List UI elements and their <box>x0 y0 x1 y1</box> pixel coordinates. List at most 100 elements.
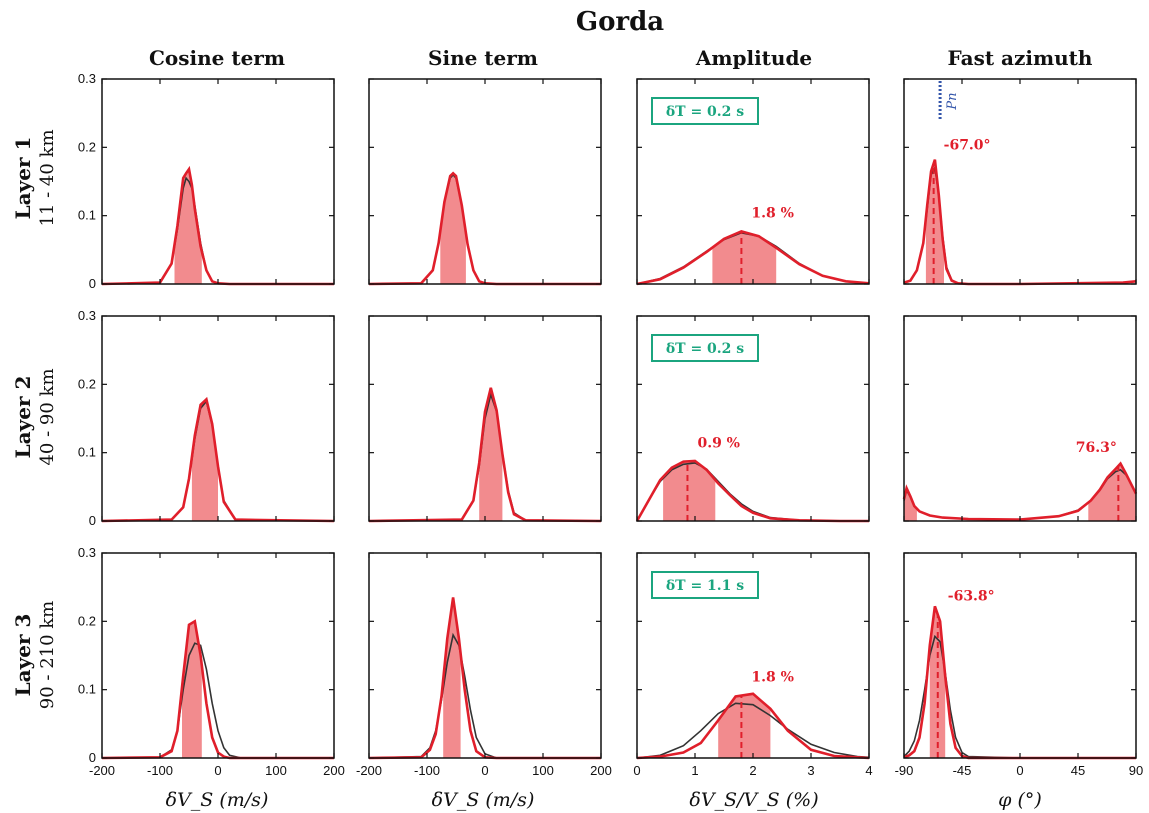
x-tick-label: 2 <box>749 763 756 778</box>
column-title-sine: Sine term <box>428 46 538 70</box>
y-tick-label: 0 <box>89 750 96 765</box>
panel-1-2: 0.9 % δT = 0.2 s <box>635 315 870 523</box>
credible-interval-fill <box>440 173 466 284</box>
credible-interval-fill <box>663 460 716 521</box>
column-title-fast-azimuth: Fast azimuth <box>948 46 1093 70</box>
row-depth-layer-3: 90 - 210 km <box>37 601 58 709</box>
prior-distribution-line <box>101 176 334 285</box>
posterior-distribution-line <box>636 230 870 286</box>
panel-1-0: 0 0.1 0.2 0.3 <box>78 308 335 528</box>
panel-2-3: -63.8° -90 -45 0 45 90 <box>895 552 1143 778</box>
y-tick-label: 0 <box>89 276 96 291</box>
x-tick-label: -200 <box>356 763 382 778</box>
x-tick-label: 100 <box>265 763 287 778</box>
y-tick-label: 0.2 <box>78 376 96 391</box>
credible-interval-fill <box>712 231 777 284</box>
prior-distribution-line <box>636 702 870 759</box>
x-tick-label: 0 <box>481 763 488 778</box>
delay-time-label: δT = 0.2 s <box>666 341 744 357</box>
y-tick-label: 0.1 <box>78 208 96 223</box>
delay-time-label: δT = 1.1 s <box>666 578 744 594</box>
peak-annotation: 1.8 % <box>751 205 794 221</box>
x-tick-label: 4 <box>865 763 872 778</box>
panel-0-1 <box>368 78 602 286</box>
axes-frame <box>368 552 602 759</box>
credible-interval-fill <box>1088 463 1136 521</box>
peak-annotation: -67.0° <box>944 138 991 154</box>
delay-time-box <box>651 334 759 362</box>
y-tick-label: 0.3 <box>78 308 96 323</box>
x-tick-label: 100 <box>532 763 554 778</box>
column-title-amplitude: Amplitude <box>695 46 812 70</box>
posterior-distribution-line <box>902 461 1138 521</box>
x-label-azimuth: φ (°) <box>998 789 1042 811</box>
panel-2-2: 1.8 % δT = 1.1 s 0 1 2 3 4 <box>633 552 873 778</box>
posterior-distribution-line <box>368 597 601 760</box>
panel-0-0: 0 0.1 0.2 0.3 <box>78 71 335 291</box>
pn-label: Pn <box>945 92 960 110</box>
posterior-distribution-line <box>101 396 335 523</box>
y-tick-label: 0 <box>89 513 96 528</box>
panels: 0 0.1 0.2 0.3 1.8 % δT = 0.2 s -67.0° Pn 0 0.1 0.2… <box>78 71 1143 778</box>
row-label-layer-2: Layer 2 <box>11 376 35 459</box>
y-tick-label: 0.1 <box>78 445 96 460</box>
prior-distribution-line <box>903 634 1136 759</box>
panel-0-3: -67.0° Pn <box>903 78 1137 286</box>
x-tick-label: 0 <box>214 763 221 778</box>
credible-interval-fill <box>191 399 218 521</box>
x-tick-label: 90 <box>1129 763 1143 778</box>
figure-title: Gorda <box>576 7 664 37</box>
row-label-layer-1: Layer 1 <box>11 137 35 220</box>
delay-time-box <box>651 571 759 599</box>
y-tick-label: 0.2 <box>78 139 96 154</box>
panel-0-2: 1.8 % δT = 0.2 s <box>636 78 870 286</box>
delay-time-box <box>651 97 759 125</box>
credible-interval-fill <box>925 159 944 284</box>
credible-interval-fill <box>479 387 503 521</box>
x-tick-label: -90 <box>895 763 914 778</box>
row-depth-layer-2: 40 - 90 km <box>37 368 58 465</box>
x-tick-label: -45 <box>953 763 972 778</box>
posterior-distribution-line <box>101 165 334 286</box>
y-tick-label: 0.1 <box>78 682 96 697</box>
credible-interval-fill <box>182 621 202 758</box>
posterior-distribution-line <box>101 619 334 760</box>
posterior-distribution-line <box>636 692 870 760</box>
panel-2-0: 0 0.1 0.2 0.3 -200 -100 0 100 200 <box>78 545 345 778</box>
credible-interval-fill <box>718 693 771 758</box>
row-depth-layer-1: 11 - 40 km <box>37 129 58 226</box>
panel-1-1 <box>368 315 602 523</box>
axes-frame <box>101 78 335 285</box>
x-tick-label: 200 <box>590 763 612 778</box>
x-tick-label: 0 <box>1016 763 1023 778</box>
posterior-distribution-line <box>368 171 601 286</box>
axes-frame <box>368 78 602 285</box>
x-tick-label: -200 <box>89 763 115 778</box>
peak-annotation: 0.9 % <box>697 435 740 451</box>
row-label-layer-3: Layer 3 <box>11 614 35 697</box>
x-tick-label: 0 <box>633 763 640 778</box>
y-tick-label: 0.3 <box>78 545 96 560</box>
column-title-cosine: Cosine term <box>149 46 285 70</box>
peak-annotation: 76.3° <box>1076 440 1117 456</box>
x-label-cosine: δV_S (m/s) <box>166 789 269 811</box>
posterior-distribution-line <box>635 459 869 523</box>
x-tick-label: 200 <box>323 763 345 778</box>
x-tick-label: 45 <box>1071 763 1085 778</box>
peak-annotation: 1.8 % <box>751 670 794 686</box>
x-label-amplitude: δV_S/V_S (%) <box>689 789 818 811</box>
x-tick-label: 3 <box>807 763 814 778</box>
peak-annotation: -63.8° <box>948 589 995 605</box>
delay-time-label: δT = 0.2 s <box>666 104 744 120</box>
x-tick-label: -100 <box>147 763 173 778</box>
credible-interval-fill-secondary <box>904 488 917 521</box>
posterior-distribution-line <box>368 387 602 523</box>
x-tick-label: 1 <box>691 763 698 778</box>
x-label-sine: δV_S (m/s) <box>432 789 535 811</box>
prior-distribution-line <box>368 632 601 759</box>
panel-2-1: -200 -100 0 100 200 <box>356 552 612 778</box>
y-tick-label: 0.3 <box>78 71 96 86</box>
panel-1-3: 76.3° <box>902 315 1138 522</box>
credible-interval-fill <box>443 598 461 758</box>
